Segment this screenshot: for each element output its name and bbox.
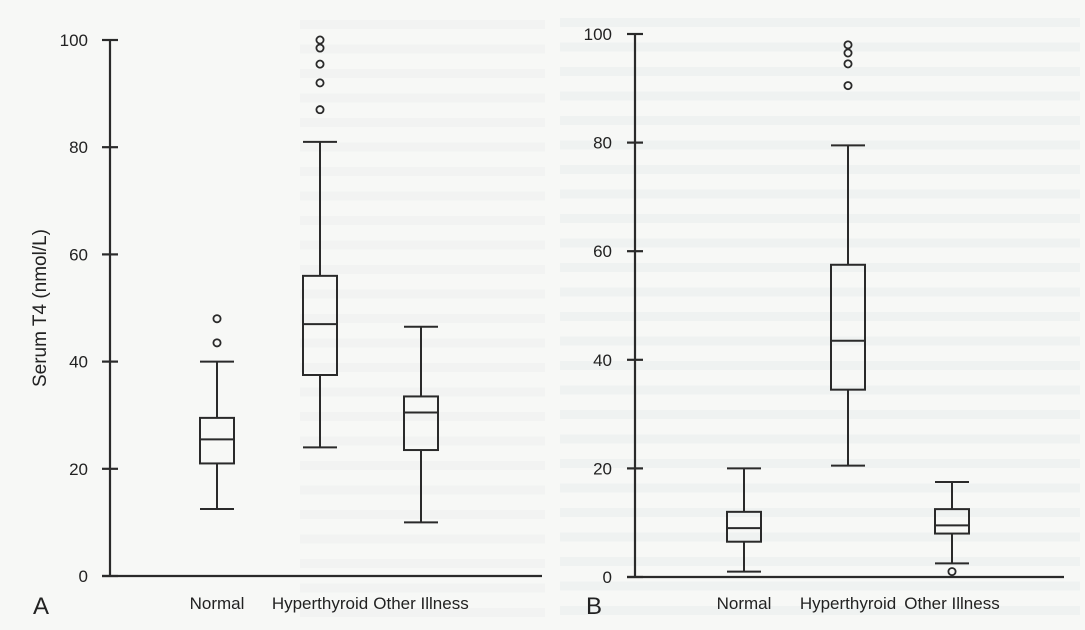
- outlier-point: [843, 81, 853, 91]
- iqr-box: [934, 508, 970, 535]
- outlier-point: [212, 338, 222, 348]
- iqr-box: [403, 395, 439, 452]
- y-tick-label: 20: [593, 459, 612, 478]
- outlier-point: [212, 314, 222, 324]
- boxes: [199, 35, 439, 524]
- y-axis-ticks: 0 20 40 60 80 100: [60, 31, 118, 586]
- y-tick-label: 80: [593, 134, 612, 153]
- x-axis-category-labels: Normal Hyperthyroid Other Illness: [190, 594, 469, 613]
- boxes: [726, 40, 970, 577]
- outlier-point: [843, 40, 853, 50]
- x-category-label: Hyperthyroid: [272, 594, 368, 613]
- y-tick-label: 0: [79, 567, 88, 586]
- y-tick-label: 20: [69, 460, 88, 479]
- outlier-point: [315, 59, 325, 69]
- y-tick-label: 100: [584, 25, 612, 44]
- x-category-label: Normal: [190, 594, 245, 613]
- box-normal: [199, 314, 235, 510]
- box-hyperthyroid: [830, 40, 866, 467]
- panel-label: B: [586, 593, 602, 620]
- y-tick-label: 40: [593, 351, 612, 370]
- panel-label: A: [33, 593, 49, 620]
- x-category-label: Other Illness: [904, 594, 999, 613]
- background-bleed-through: [300, 18, 1080, 617]
- box-hyperthyroid: [302, 35, 338, 449]
- x-category-label: Hyperthyroid: [800, 594, 896, 613]
- iqr-box: [830, 263, 866, 391]
- y-tick-label: 40: [69, 353, 88, 372]
- panel-a: Serum T4 (nmol/L) A 0 20 40 60 80 100 Normal H…: [30, 31, 542, 620]
- outlier-point: [315, 105, 325, 115]
- y-axis-ticks: 0 20 40 60 80 100: [584, 25, 643, 587]
- outlier-point: [843, 48, 853, 58]
- y-tick-label: 80: [69, 138, 88, 157]
- panel-b: B 0 20 40 60 80 100 Normal Hyperthyroid Other I…: [584, 25, 1064, 620]
- axes: [627, 34, 1064, 579]
- y-tick-label: 60: [69, 245, 88, 264]
- box-other-illness: [934, 480, 970, 577]
- y-axis-label: Serum T4 (nmol/L): [30, 229, 51, 387]
- x-category-label: Other Illness: [373, 594, 468, 613]
- outlier-point: [843, 59, 853, 69]
- x-axis-category-labels: Normal Hyperthyroid Other Illness: [717, 594, 1000, 613]
- x-category-label: Normal: [717, 594, 772, 613]
- y-tick-label: 0: [603, 568, 612, 587]
- outlier-point: [315, 35, 325, 45]
- outlier-point: [947, 567, 957, 577]
- iqr-box: [302, 274, 338, 376]
- axes: [102, 40, 542, 578]
- iqr-box: [199, 416, 235, 465]
- y-tick-label: 60: [593, 242, 612, 261]
- outlier-point: [315, 78, 325, 88]
- box-normal: [726, 467, 762, 573]
- box-other-illness: [403, 325, 439, 524]
- y-tick-label: 100: [60, 31, 88, 50]
- iqr-box: [726, 510, 762, 543]
